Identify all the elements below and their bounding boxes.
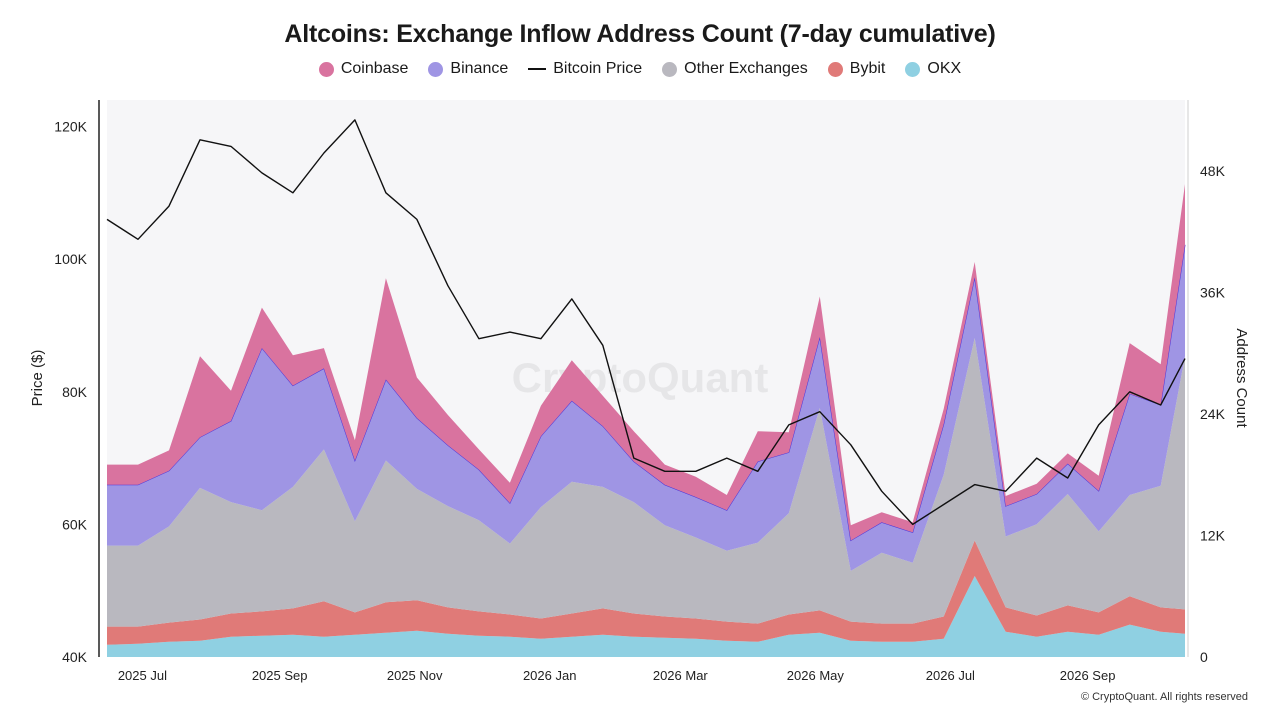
x-tick-label: 2026 Sep — [1060, 668, 1116, 683]
right-tick-label: 0 — [1200, 649, 1208, 665]
chart-title: Altcoins: Exchange Inflow Address Count … — [284, 20, 996, 48]
right-tick-label: 12K — [1200, 527, 1226, 543]
legend-marker — [318, 61, 334, 77]
x-tick-label: 2026 Mar — [653, 668, 709, 683]
x-tick-label: 2025 Nov — [387, 668, 443, 683]
legend-label: Binance — [450, 60, 509, 77]
legend-item-coinbase[interactable]: Coinbase — [318, 60, 409, 78]
legend-label: Bitcoin Price — [553, 60, 643, 77]
legend-marker — [662, 61, 678, 77]
copyright: © CryptoQuant. All rights reserved — [1080, 691, 1248, 703]
bitcoin-price-series — [106, 119, 1186, 526]
left-tick-label: 100K — [54, 251, 87, 267]
right-tick-label: 24K — [1200, 406, 1226, 422]
legend-label: Coinbase — [340, 60, 409, 77]
legend-marker — [428, 61, 444, 77]
x-tick-label: 2025 Jul — [118, 668, 167, 683]
legend-marker — [905, 61, 921, 77]
stacked-areas — [107, 184, 1186, 657]
left-axis-title: Price ($) — [29, 350, 46, 407]
legend-item-bitcoin-price[interactable]: Bitcoin Price — [528, 60, 642, 78]
left-axis-ticks: 40K 60K 80K 100K 120K — [54, 119, 87, 665]
area-binance — [107, 244, 1185, 571]
x-tick-label: 2026 Jul — [926, 668, 975, 683]
right-tick-label: 48K — [1200, 163, 1226, 179]
area-bybit — [107, 540, 1185, 645]
legend-item-binance[interactable]: Binance — [428, 60, 508, 78]
x-tick-label: 2026 May — [787, 668, 845, 683]
x-axis-ticks: 2025 Jul 2025 Sep 2025 Nov 2026 Jan 2026 Mar… — [118, 668, 1116, 683]
area-okx — [107, 576, 1185, 657]
area-other-exchanges — [107, 338, 1185, 627]
left-tick-label: 120K — [54, 119, 87, 135]
right-axis-title: Address Count — [1233, 328, 1250, 428]
legend-item-bybit[interactable]: Bybit — [827, 60, 886, 78]
legend-item-other-exchanges[interactable]: Other Exchanges — [662, 60, 808, 78]
legend-marker — [827, 61, 843, 77]
legend-label: Bybit — [849, 60, 886, 77]
area-coinbase — [107, 184, 1185, 541]
legend-label: OKX — [927, 60, 962, 77]
bitcoin-price-line — [106, 119, 1186, 526]
right-axis-ticks: 0 12K 24K 36K 48K — [1200, 163, 1226, 665]
left-tick-label: 60K — [62, 516, 88, 532]
left-tick-label: 80K — [62, 384, 88, 400]
left-tick-label: 40K — [62, 649, 88, 665]
legend-label: Other Exchanges — [684, 60, 808, 77]
legend-marker — [528, 68, 547, 70]
x-tick-label: 2025 Sep — [252, 668, 308, 683]
legend: Coinbase Binance Bitcoin Price Other Exchan… — [0, 60, 1280, 78]
legend-item-okx[interactable]: OKX — [905, 60, 961, 78]
x-tick-label: 2026 Jan — [523, 668, 577, 683]
right-tick-label: 36K — [1200, 284, 1226, 300]
